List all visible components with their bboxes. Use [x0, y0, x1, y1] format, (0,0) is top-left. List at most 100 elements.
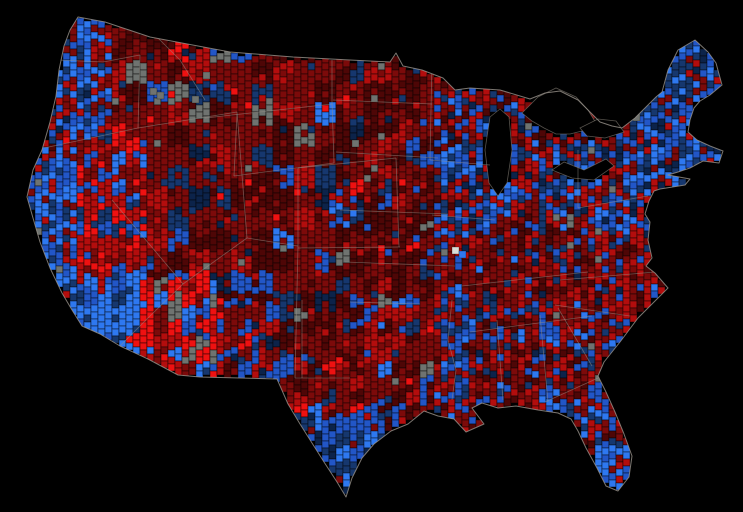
- county-cell: [531, 314, 540, 323]
- county-cell: [475, 97, 484, 106]
- county-cell: [538, 150, 547, 159]
- county-cell: [552, 381, 561, 390]
- county-cell: [426, 262, 435, 271]
- lake-erie: [551, 158, 615, 181]
- county-cell: [545, 160, 554, 169]
- county-cell: [440, 234, 449, 243]
- county-cell: [650, 164, 659, 173]
- county-cell: [272, 122, 281, 131]
- county-cell: [202, 87, 211, 96]
- county-cell: [545, 244, 554, 253]
- county-cell: [174, 297, 183, 306]
- county-cell: [69, 34, 78, 43]
- county-cell: [377, 405, 386, 414]
- county-cell: [524, 171, 533, 180]
- county-cell: [629, 237, 638, 246]
- county-cell: [188, 304, 197, 313]
- state-border-line: [469, 315, 593, 333]
- county-cell: [146, 234, 155, 243]
- county-cell: [104, 38, 113, 47]
- county-cell: [251, 132, 260, 141]
- county-cell: [272, 325, 281, 334]
- county-cell: [475, 111, 484, 120]
- county-cell: [384, 108, 393, 117]
- county-cell: [426, 283, 435, 292]
- county-cell: [230, 122, 239, 131]
- county-cell: [391, 69, 400, 78]
- county-cell: [160, 73, 169, 82]
- county-cell: [132, 220, 141, 229]
- county-cell: [209, 293, 218, 302]
- county-cell: [90, 248, 99, 257]
- county-cell: [307, 251, 316, 260]
- county-cell: [433, 111, 442, 120]
- county-cell: [62, 164, 71, 173]
- county-cell: [426, 108, 435, 117]
- county-cell: [335, 62, 344, 71]
- county-cell: [517, 132, 526, 141]
- county-cell: [216, 206, 225, 215]
- county-cell: [244, 115, 253, 124]
- county-cell: [377, 279, 386, 288]
- county-cell: [293, 83, 302, 92]
- county-cell: [636, 122, 645, 131]
- county-cell: [370, 234, 379, 243]
- county-cell: [615, 279, 624, 288]
- county-cell: [405, 181, 414, 190]
- county-cell: [454, 199, 463, 208]
- county-cell: [167, 349, 176, 358]
- county-cell: [468, 171, 477, 180]
- county-cell: [398, 199, 407, 208]
- county-cell: [503, 258, 512, 267]
- county-cell: [482, 353, 491, 362]
- county-cell: [244, 276, 253, 285]
- county-cell: [216, 171, 225, 180]
- county-cell: [202, 171, 211, 180]
- county-cell: [454, 325, 463, 334]
- county-cell: [286, 283, 295, 292]
- county-cell: [559, 223, 568, 232]
- county-cell: [125, 244, 134, 253]
- county-cell: [489, 272, 498, 281]
- county-cell: [69, 230, 78, 239]
- county-cell: [433, 251, 442, 260]
- county-cell: [398, 234, 407, 243]
- county-cell: [482, 388, 491, 397]
- county-cell: [342, 437, 351, 446]
- county-cell: [244, 206, 253, 215]
- county-cell: [405, 132, 414, 141]
- county-cell: [391, 265, 400, 274]
- county-cell: [272, 227, 281, 236]
- county-cell: [552, 136, 561, 145]
- county-cell: [265, 125, 274, 134]
- county-cell: [230, 297, 239, 306]
- county-cell: [146, 157, 155, 166]
- county-cell: [482, 94, 491, 103]
- county-cell: [545, 286, 554, 295]
- county-cell: [300, 269, 309, 278]
- county-cell: [475, 321, 484, 330]
- county-cell: [153, 202, 162, 211]
- county-cell: [258, 269, 267, 278]
- county-cell: [265, 83, 274, 92]
- county-cell: [531, 377, 540, 386]
- county-cell: [678, 94, 687, 103]
- county-cell: [489, 307, 498, 316]
- county-cell: [538, 192, 547, 201]
- county-cell: [412, 171, 421, 180]
- county-cell: [426, 290, 435, 299]
- county-cell: [265, 272, 274, 281]
- county-cell: [447, 216, 456, 225]
- county-cell: [468, 388, 477, 397]
- county-cell: [167, 230, 176, 239]
- county-cell: [335, 433, 344, 442]
- county-cell: [153, 230, 162, 239]
- county-cell: [160, 185, 169, 194]
- state-borders: [43, 31, 656, 403]
- county-cell: [216, 122, 225, 131]
- county-cell: [167, 188, 176, 197]
- county-cell: [433, 244, 442, 253]
- county-cell: [244, 318, 253, 327]
- county-cell: [286, 297, 295, 306]
- county-cell: [552, 297, 561, 306]
